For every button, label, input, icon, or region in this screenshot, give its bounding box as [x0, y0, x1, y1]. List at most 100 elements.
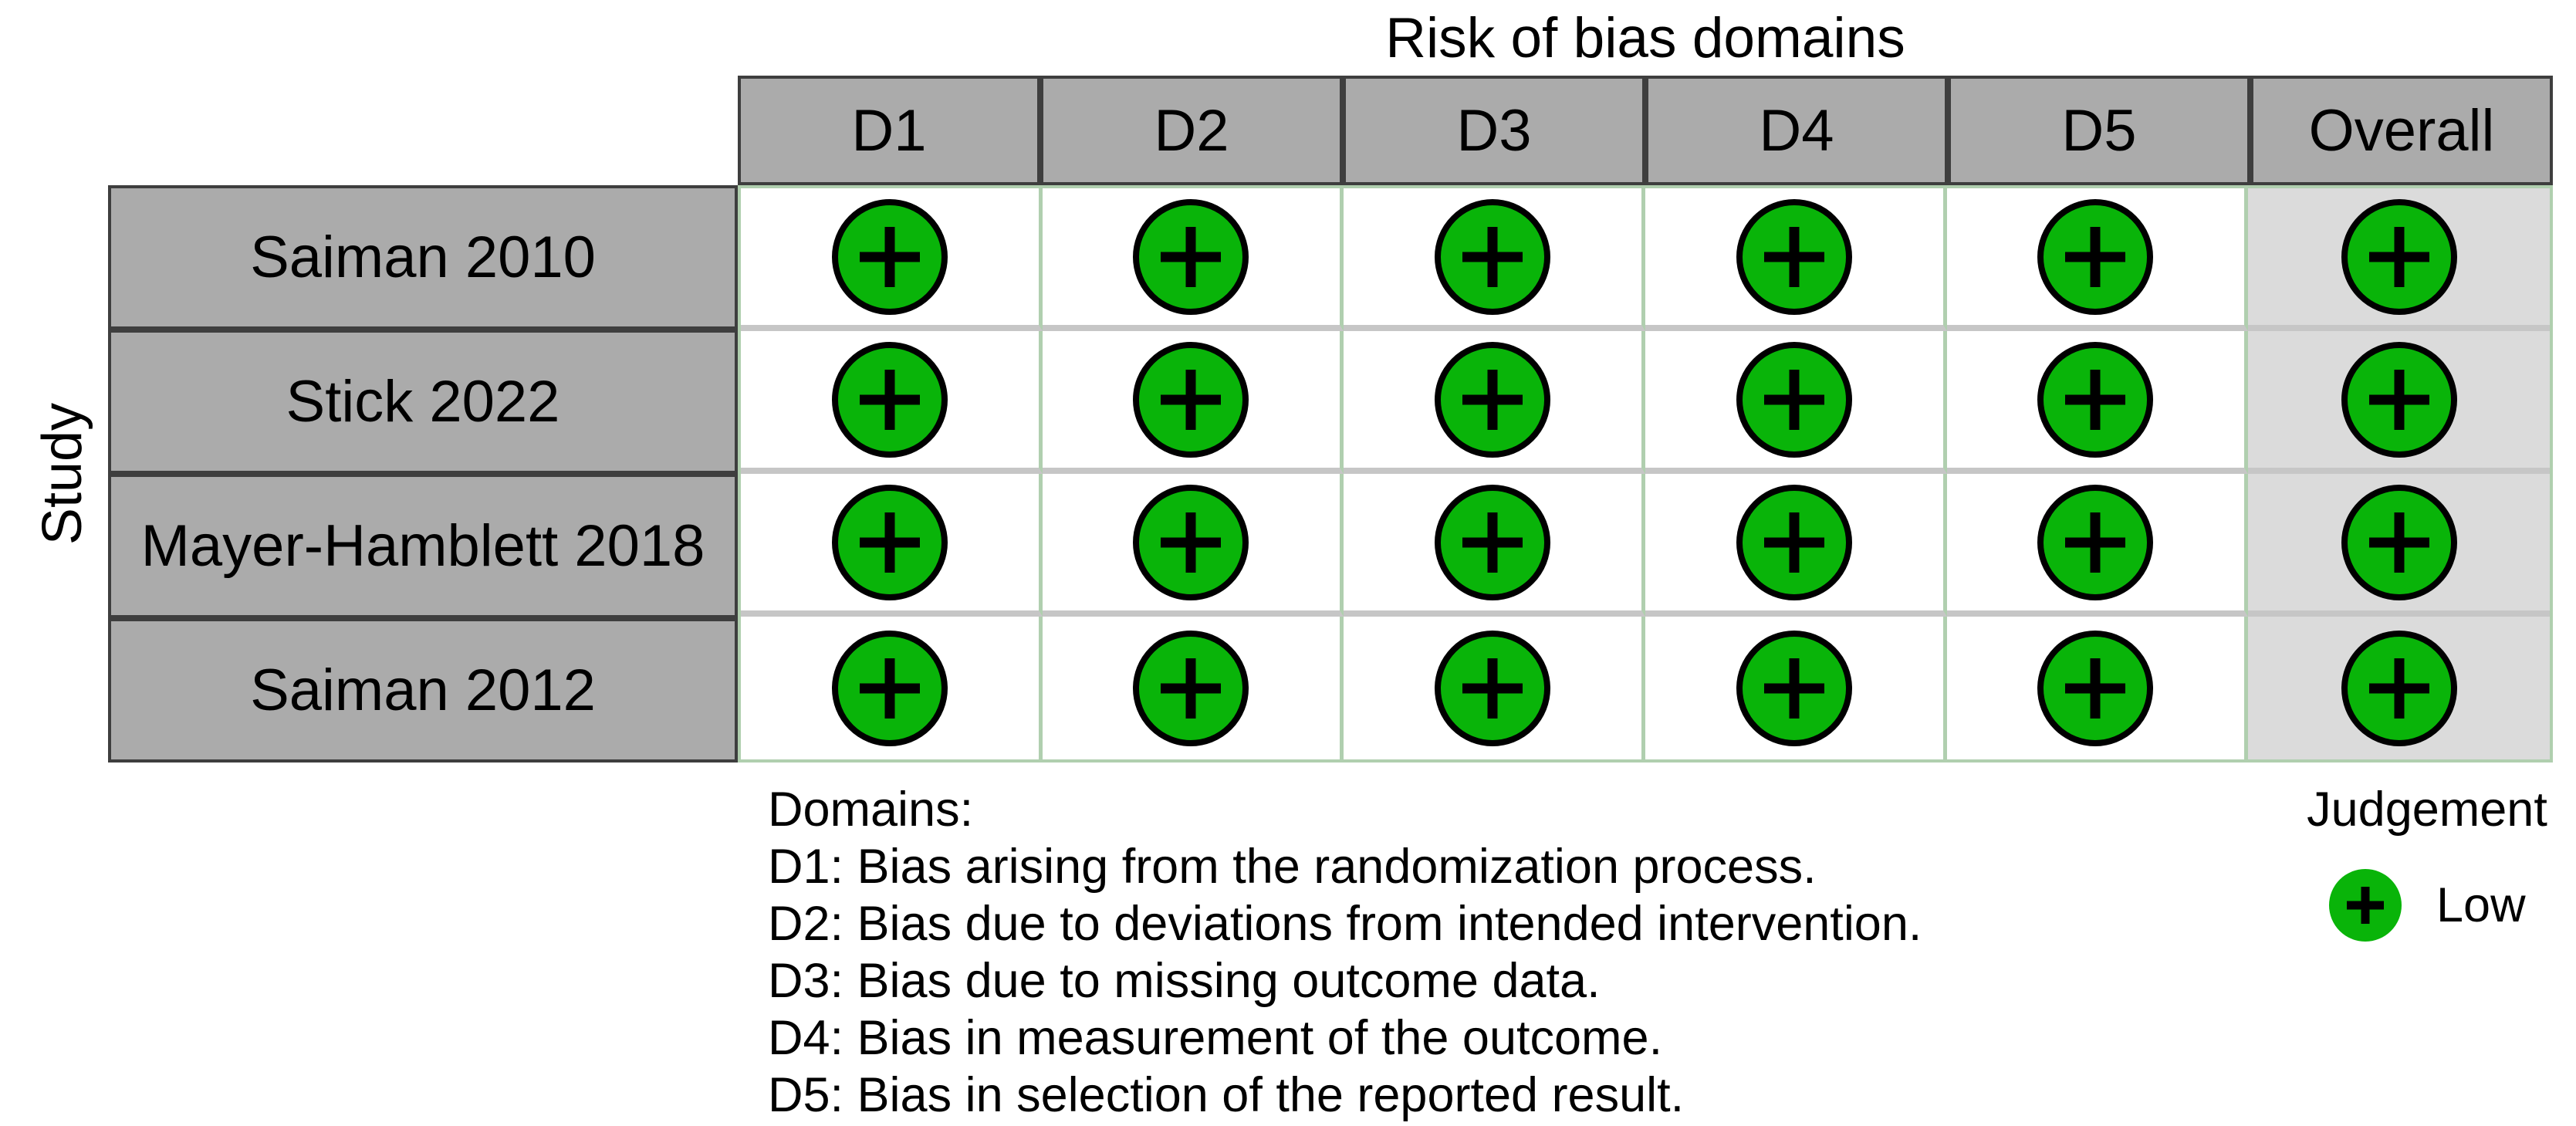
plus-icon-bar	[2090, 512, 2101, 573]
low-risk-icon	[2341, 484, 2457, 600]
plus-icon-bar	[1789, 658, 1800, 719]
judgement-legend-label: Low	[2436, 878, 2526, 932]
study-label: Mayer-Hamblett 2018	[108, 474, 738, 618]
plus-icon-bar	[1789, 369, 1800, 430]
judgement-cell	[2248, 474, 2550, 617]
low-risk-icon	[831, 198, 948, 315]
plus-icon-bar	[884, 369, 895, 430]
domain-header-d3: D3	[1343, 76, 1645, 185]
judgement-cell	[1042, 188, 1344, 331]
study-label-column: Saiman 2010 Stick 2022 Mayer-Hamblett 2018…	[108, 185, 738, 763]
domain-header-overall: Overall	[2250, 76, 2553, 185]
low-risk-icon	[2037, 484, 2154, 600]
judgement-legend-item-low: Low	[2284, 869, 2570, 942]
plus-icon-bar	[2090, 658, 2101, 719]
judgement-cell	[1645, 331, 1947, 474]
judgement-grid	[738, 185, 2553, 763]
domain-header-d2: D2	[1040, 76, 1343, 185]
low-risk-icon	[1736, 630, 1852, 746]
low-risk-icon	[1133, 630, 1249, 746]
domains-legend-line: D4: Bias in measurement of the outcome.	[768, 1011, 1663, 1065]
judgement-cell	[2248, 188, 2550, 331]
judgement-cell	[1645, 474, 1947, 617]
domain-header-d4: D4	[1645, 76, 1948, 185]
plus-icon-bar	[1789, 512, 1800, 573]
judgement-cell	[1645, 188, 1947, 331]
plus-icon-bar	[1487, 226, 1498, 287]
judgement-cell	[1946, 188, 2249, 331]
low-risk-icon	[831, 341, 948, 458]
judgement-cell	[1042, 331, 1344, 474]
domain-header-row: D1 D2 D3 D4 D5 Overall	[738, 76, 2553, 185]
judgement-cell	[741, 617, 1043, 759]
plus-icon-bar	[1487, 658, 1498, 719]
low-risk-icon	[1133, 484, 1249, 600]
low-risk-icon	[831, 630, 948, 746]
judgement-cell	[2248, 331, 2550, 474]
judgement-cell	[1344, 331, 1645, 474]
study-label: Stick 2022	[108, 330, 738, 474]
judgement-cell	[1042, 474, 1344, 617]
plus-icon-bar	[884, 226, 895, 287]
plus-icon-bar	[1789, 226, 1800, 287]
study-label: Saiman 2010	[108, 185, 738, 330]
judgement-cell	[741, 188, 1043, 331]
plus-icon-bar	[2090, 369, 2101, 430]
domains-legend-line: D5: Bias in selection of the reported re…	[768, 1068, 1685, 1122]
plus-icon-bar	[1185, 658, 1196, 719]
low-risk-icon	[1133, 341, 1249, 458]
judgement-cell	[2248, 617, 2550, 759]
plus-icon-bar	[2394, 226, 2405, 287]
plus-icon-bar	[1487, 369, 1498, 430]
plus-icon-bar	[2394, 658, 2405, 719]
plus-icon-bar	[2394, 369, 2405, 430]
low-risk-icon	[2341, 630, 2457, 746]
judgement-legend-title: Judgement	[2307, 783, 2547, 837]
low-risk-icon	[1133, 198, 1249, 315]
plus-icon-bar	[1185, 226, 1196, 287]
judgement-cell	[1946, 331, 2249, 474]
plus-icon-bar	[2394, 512, 2405, 573]
low-risk-icon	[1736, 198, 1852, 315]
low-risk-icon	[1435, 484, 1551, 600]
low-risk-icon	[1435, 341, 1551, 458]
low-risk-icon	[2329, 869, 2402, 942]
low-risk-icon	[2341, 341, 2457, 458]
judgement-cell	[1042, 617, 1344, 759]
study-axis-label-text: Study	[32, 402, 93, 546]
domains-legend-line: D3: Bias due to missing outcome data.	[768, 954, 1601, 1008]
plus-icon-bar	[2090, 226, 2101, 287]
low-risk-icon	[1435, 630, 1551, 746]
judgement-cell	[1344, 474, 1645, 617]
low-risk-icon	[1435, 198, 1551, 315]
judgement-cell	[741, 474, 1043, 617]
domains-legend-line: D1: Bias arising from the randomization …	[768, 840, 1817, 894]
low-risk-icon	[1736, 484, 1852, 600]
plus-icon-bar	[884, 658, 895, 719]
judgement-cell	[1645, 617, 1947, 759]
domains-legend-line: D2: Bias due to deviations from intended…	[768, 897, 1922, 951]
plus-icon-bar	[884, 512, 895, 573]
low-risk-icon	[2037, 630, 2154, 746]
judgement-legend: Judgement Low	[2284, 781, 2570, 942]
judgement-cell	[1344, 188, 1645, 331]
low-risk-icon	[831, 484, 948, 600]
plus-icon-bar	[1185, 512, 1196, 573]
low-risk-icon	[2037, 341, 2154, 458]
study-axis-label: Study	[12, 350, 113, 597]
plot-title: Risk of bias domains	[1385, 6, 1905, 69]
judgement-cell	[1946, 617, 2249, 759]
domains-legend-heading: Domains:	[768, 783, 974, 837]
low-risk-icon	[2341, 198, 2457, 315]
domain-header-d5: D5	[1948, 76, 2250, 185]
plus-icon-bar	[1487, 512, 1498, 573]
low-risk-icon	[1736, 341, 1852, 458]
domain-header-d1: D1	[738, 76, 1040, 185]
judgement-cell	[1344, 617, 1645, 759]
plus-icon-bar	[2361, 887, 2370, 924]
low-risk-icon	[2037, 198, 2154, 315]
domains-legend: Domains: D1: Bias arising from the rando…	[768, 781, 1922, 1124]
study-label: Saiman 2012	[108, 618, 738, 763]
plus-icon-bar	[1185, 369, 1196, 430]
